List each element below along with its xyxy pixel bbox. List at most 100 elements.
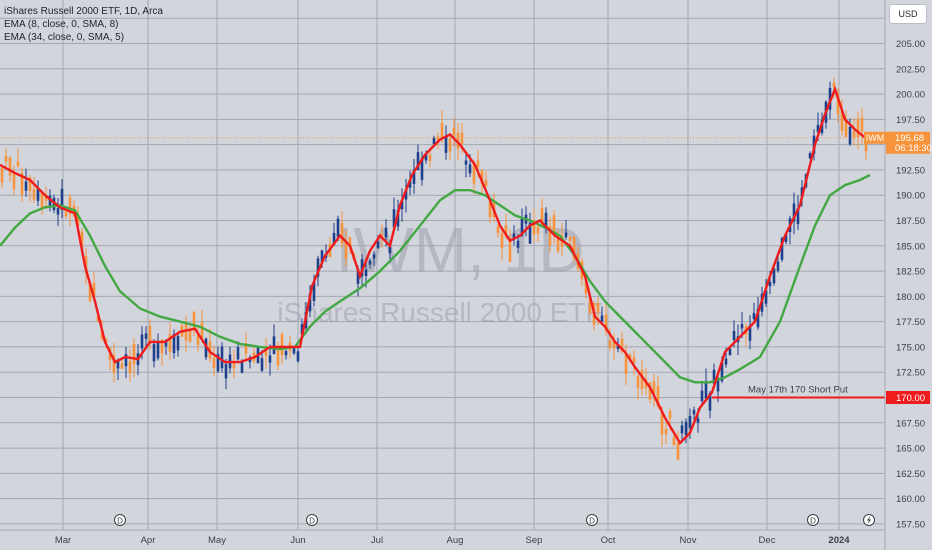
candle-body bbox=[608, 339, 612, 349]
candle-body bbox=[668, 411, 672, 419]
candle-body bbox=[124, 354, 128, 367]
candle-body bbox=[408, 179, 412, 188]
price-tick-label: 187.50 bbox=[896, 216, 925, 227]
candle-body bbox=[384, 227, 388, 238]
candle-body bbox=[536, 226, 540, 234]
candle-body bbox=[392, 209, 396, 228]
dividend-marker-icon bbox=[114, 514, 126, 526]
candle-body bbox=[620, 338, 624, 352]
candle-body bbox=[412, 169, 416, 184]
candle-body bbox=[120, 363, 124, 369]
candle-body bbox=[748, 325, 752, 341]
candle-body bbox=[448, 138, 452, 152]
price-tick-label: 197.50 bbox=[896, 115, 925, 126]
month-label: Aug bbox=[447, 535, 464, 546]
time-axis[interactable]: Mar Apr May Jun Jul Aug Sep Oct Nov Dec 2024 bbox=[0, 529, 885, 546]
price-tick-label: 167.50 bbox=[896, 418, 925, 429]
candle-body bbox=[176, 335, 180, 351]
candle-body bbox=[468, 164, 472, 174]
candle-body bbox=[452, 127, 456, 136]
candle-body bbox=[220, 346, 224, 369]
month-label: Nov bbox=[680, 535, 697, 546]
candle-body bbox=[400, 200, 404, 210]
candle-body bbox=[484, 179, 488, 187]
dividend-marker-icon bbox=[306, 514, 318, 526]
candle-body bbox=[292, 347, 296, 354]
candle-body bbox=[164, 341, 168, 347]
ema-8-line bbox=[0, 85, 866, 445]
candle-body bbox=[404, 189, 408, 200]
short-put-annotation: May 17th 170 Short Put bbox=[748, 385, 848, 396]
price-tick-label: 157.50 bbox=[896, 519, 925, 530]
candle-body bbox=[132, 343, 136, 365]
candle-body bbox=[852, 130, 856, 138]
month-label: Jun bbox=[290, 535, 305, 546]
ticker-badge: IWM bbox=[866, 133, 885, 143]
candle-body bbox=[428, 154, 432, 162]
candle-body bbox=[0, 168, 4, 183]
candle-body bbox=[480, 170, 484, 184]
candle-body bbox=[712, 369, 716, 384]
candle-body bbox=[472, 162, 476, 184]
candle-body bbox=[224, 364, 228, 379]
candle-body bbox=[676, 442, 680, 460]
candle-body bbox=[92, 282, 96, 297]
candle-body bbox=[768, 282, 772, 287]
candle-body bbox=[44, 195, 48, 201]
candle-body bbox=[144, 333, 148, 339]
candle-body bbox=[268, 355, 272, 363]
candle-body bbox=[12, 172, 16, 189]
candle-body bbox=[64, 211, 68, 217]
watermark-name: iShares Russell 2000 ETF bbox=[277, 297, 602, 328]
candle-body bbox=[752, 313, 756, 320]
candle-body bbox=[616, 344, 620, 350]
candle-body bbox=[356, 268, 360, 284]
month-label: May bbox=[208, 535, 226, 546]
candle-body bbox=[68, 197, 72, 214]
candle-body bbox=[20, 173, 24, 195]
candle-body bbox=[724, 358, 728, 365]
price-tick-label: 205.00 bbox=[896, 39, 925, 50]
currency-button[interactable]: USD bbox=[889, 4, 927, 24]
price-tick-label: 200.00 bbox=[896, 90, 925, 101]
candle-body bbox=[460, 132, 464, 144]
candle-body bbox=[212, 358, 216, 368]
price-tick-label: 160.00 bbox=[896, 494, 925, 505]
candle-body bbox=[388, 246, 392, 254]
candle-body bbox=[600, 315, 604, 322]
month-label: Apr bbox=[141, 535, 156, 546]
candle-body bbox=[240, 362, 244, 373]
candle-body bbox=[416, 152, 420, 170]
candle-body bbox=[528, 222, 532, 244]
candle-body bbox=[312, 281, 316, 302]
candle-body bbox=[808, 153, 812, 159]
candle-body bbox=[572, 236, 576, 259]
candle-body bbox=[624, 352, 628, 375]
candle-body bbox=[784, 234, 788, 242]
candle-body bbox=[648, 382, 652, 400]
candle-body bbox=[688, 416, 692, 428]
price-tick-label: 175.00 bbox=[896, 342, 925, 353]
dividend-marker-label: D bbox=[309, 517, 315, 526]
candle-body bbox=[300, 324, 304, 334]
ticker-badge-bg bbox=[864, 131, 886, 144]
countdown-badge: 06:18:30 bbox=[895, 143, 932, 154]
candle-body bbox=[440, 122, 444, 138]
grid bbox=[0, 0, 885, 530]
candle-body bbox=[336, 218, 340, 238]
price-axis[interactable]: 157.50 160.00 162.50 165.00 167.50 170.00 172.… bbox=[896, 14, 925, 531]
candle-body bbox=[172, 334, 176, 354]
candle-body bbox=[728, 348, 732, 356]
candle-body bbox=[500, 233, 504, 249]
price-tick-label: 185.00 bbox=[896, 241, 925, 252]
candle-body bbox=[148, 326, 152, 344]
candle-body bbox=[544, 212, 548, 226]
month-label: Dec bbox=[759, 535, 776, 546]
month-label: 2024 bbox=[828, 535, 850, 546]
candle-body bbox=[672, 437, 676, 446]
candle-body bbox=[504, 225, 508, 237]
candle-body bbox=[836, 94, 840, 115]
